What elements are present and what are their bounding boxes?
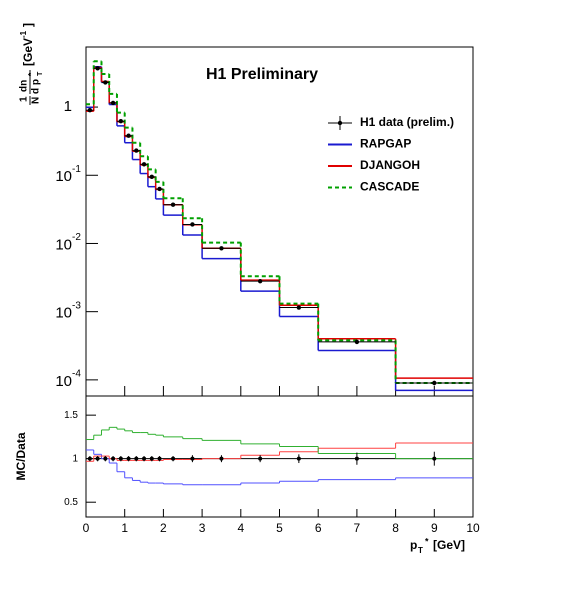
data-point	[118, 119, 124, 124]
data-point	[111, 456, 116, 461]
data-point	[157, 186, 162, 192]
data-point	[95, 66, 100, 71]
legend-label: CASCADE	[360, 180, 419, 194]
data-point	[219, 456, 224, 461]
x-tick-label: 4	[237, 521, 244, 535]
data-point	[149, 456, 154, 461]
y-tick-label: 1.5	[64, 410, 78, 421]
data-point	[141, 162, 147, 167]
x-tick-label: 1	[121, 521, 128, 535]
x-tick-label: 3	[199, 521, 206, 535]
y-tick-label: 0.5	[64, 497, 78, 508]
x-tick-label: 6	[315, 521, 322, 535]
data-point	[258, 456, 263, 461]
y-tick-exponent: -3	[72, 300, 81, 311]
data-point	[87, 456, 92, 461]
x-axis-label: T	[418, 546, 423, 555]
data-point	[103, 80, 108, 85]
x-tick-label: 8	[392, 521, 399, 535]
y-tick-exponent: -4	[72, 369, 81, 380]
y-tick-exponent: -2	[72, 232, 81, 243]
data-point	[190, 222, 195, 227]
y-tick-label: 10	[55, 373, 72, 390]
y-axis-label-part: *	[27, 72, 36, 76]
data-point	[432, 456, 437, 461]
y-axis-label-part: N	[31, 97, 42, 104]
x-axis-label: [GeV]	[433, 538, 465, 552]
y-axis-label-part: T	[37, 71, 44, 76]
x-tick-label: 10	[466, 521, 480, 535]
y-axis-label: MC/Data	[14, 432, 28, 480]
y-axis-label-part: [GeV	[21, 38, 35, 66]
y-tick-label: 1	[72, 453, 78, 464]
y-axis-label-part: d p	[31, 79, 42, 94]
data-point	[134, 148, 139, 153]
x-axis-label: *	[425, 536, 429, 546]
x-tick-label: 5	[276, 521, 283, 535]
data-point	[103, 456, 108, 461]
data-point	[134, 456, 139, 461]
x-axis-label: p	[410, 538, 417, 552]
legend-swatch	[337, 120, 343, 126]
y-tick-label: 10	[55, 236, 72, 253]
data-point	[170, 202, 176, 207]
legend-label: RAPGAP	[360, 137, 411, 151]
data-point	[87, 107, 93, 113]
data-point	[296, 456, 301, 461]
data-point	[118, 456, 123, 461]
x-tick-label: 7	[354, 521, 361, 535]
y-axis-label-part: 1	[19, 96, 30, 102]
y-tick-label: 1	[64, 98, 72, 115]
y-axis-label-text: MC/Data	[14, 432, 28, 480]
data-point	[126, 456, 131, 461]
y-axis-label-part: -1	[19, 30, 28, 38]
y-axis-label: 1 Ndn d p T* [GeV-1]	[19, 23, 44, 105]
data-point	[354, 339, 360, 345]
data-point	[296, 305, 302, 310]
x-tick-label: 9	[431, 521, 438, 535]
data-point	[142, 456, 147, 461]
data-point	[126, 133, 131, 138]
data-point	[190, 456, 195, 461]
x-tick-label: 2	[160, 521, 167, 535]
data-point	[354, 456, 359, 461]
data-point	[157, 456, 162, 461]
data-point	[171, 456, 176, 461]
data-point	[257, 278, 263, 284]
y-axis-label-part: ]	[21, 23, 35, 27]
data-point	[149, 174, 154, 179]
data-point	[95, 456, 100, 461]
x-tick-label: 0	[83, 521, 90, 535]
data-point	[432, 380, 437, 386]
legend-label: H1 data (prelim.)	[360, 115, 454, 129]
y-tick-label: 10	[55, 168, 72, 185]
chart-title: H1 Preliminary	[206, 66, 318, 83]
y-axis-label-part: dn	[19, 80, 30, 92]
data-point	[219, 246, 224, 251]
y-tick-label: 10	[55, 305, 72, 322]
data-point	[110, 100, 116, 106]
legend-label: DJANGOH	[360, 158, 420, 172]
y-tick-exponent: -1	[72, 164, 81, 175]
